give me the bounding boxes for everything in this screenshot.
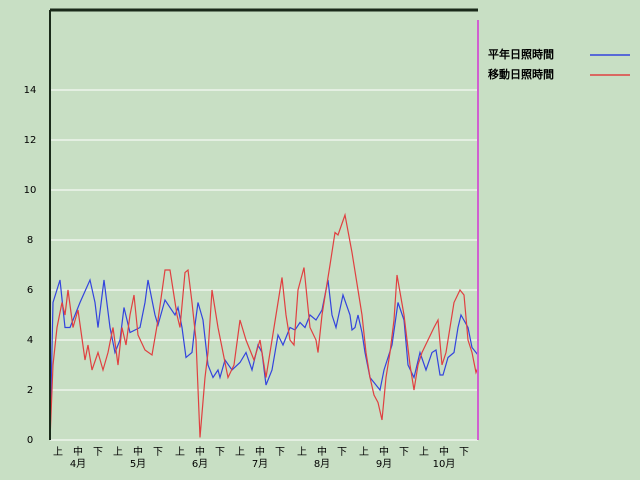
x-tick-label: 中	[439, 445, 449, 458]
month-label: 9月	[376, 458, 392, 470]
series-line	[49, 212, 479, 441]
x-tick-label: 下	[275, 447, 285, 458]
y-tick-label: 12	[24, 135, 37, 146]
x-tick-label: 中	[255, 445, 265, 458]
month-label: 5月	[130, 458, 146, 470]
x-tick-label: 下	[459, 447, 469, 458]
x-tick-label: 下	[215, 447, 225, 458]
x-tick-label: 中	[73, 445, 83, 458]
month-label: 8月	[314, 458, 330, 470]
legend-label: 平年日照時間	[488, 47, 554, 61]
y-tick-label: 10	[24, 185, 37, 196]
y-tick-label: 4	[27, 335, 33, 346]
grid-layer	[50, 89, 478, 441]
x-tick-label: 上	[113, 446, 123, 458]
series-line	[49, 278, 479, 441]
month-label: 7月	[252, 458, 268, 470]
label-layer: 02468101214上中下上中下上中下上中下上中下上中下上中下4月 5月 6月 7月…	[24, 85, 469, 470]
legend-label: 移動日照時間	[488, 67, 554, 81]
y-tick-label: 8	[27, 235, 33, 246]
y-tick-label: 14	[24, 85, 37, 96]
x-tick-label: 下	[93, 447, 103, 458]
x-tick-label: 下	[153, 447, 163, 458]
x-tick-label: 中	[195, 445, 205, 458]
month-label: 6月	[192, 458, 208, 470]
x-tick-label: 上	[297, 446, 307, 458]
x-tick-label: 下	[399, 447, 409, 458]
x-tick-label: 中	[379, 445, 389, 458]
x-tick-label: 上	[53, 446, 63, 458]
line-layer	[49, 212, 479, 441]
x-tick-label: 中	[317, 445, 327, 458]
x-tick-label: 上	[419, 446, 429, 458]
month-label: 10月	[433, 458, 456, 470]
month-label: 4月	[70, 458, 86, 470]
y-tick-label: 0	[27, 435, 33, 446]
y-tick-label: 6	[27, 285, 33, 296]
x-tick-label: 上	[359, 446, 369, 458]
x-tick-label: 上	[175, 446, 185, 458]
x-tick-label: 上	[235, 446, 245, 458]
x-tick-label: 下	[337, 447, 347, 458]
x-tick-label: 中	[133, 445, 143, 458]
y-tick-label: 2	[27, 385, 33, 396]
